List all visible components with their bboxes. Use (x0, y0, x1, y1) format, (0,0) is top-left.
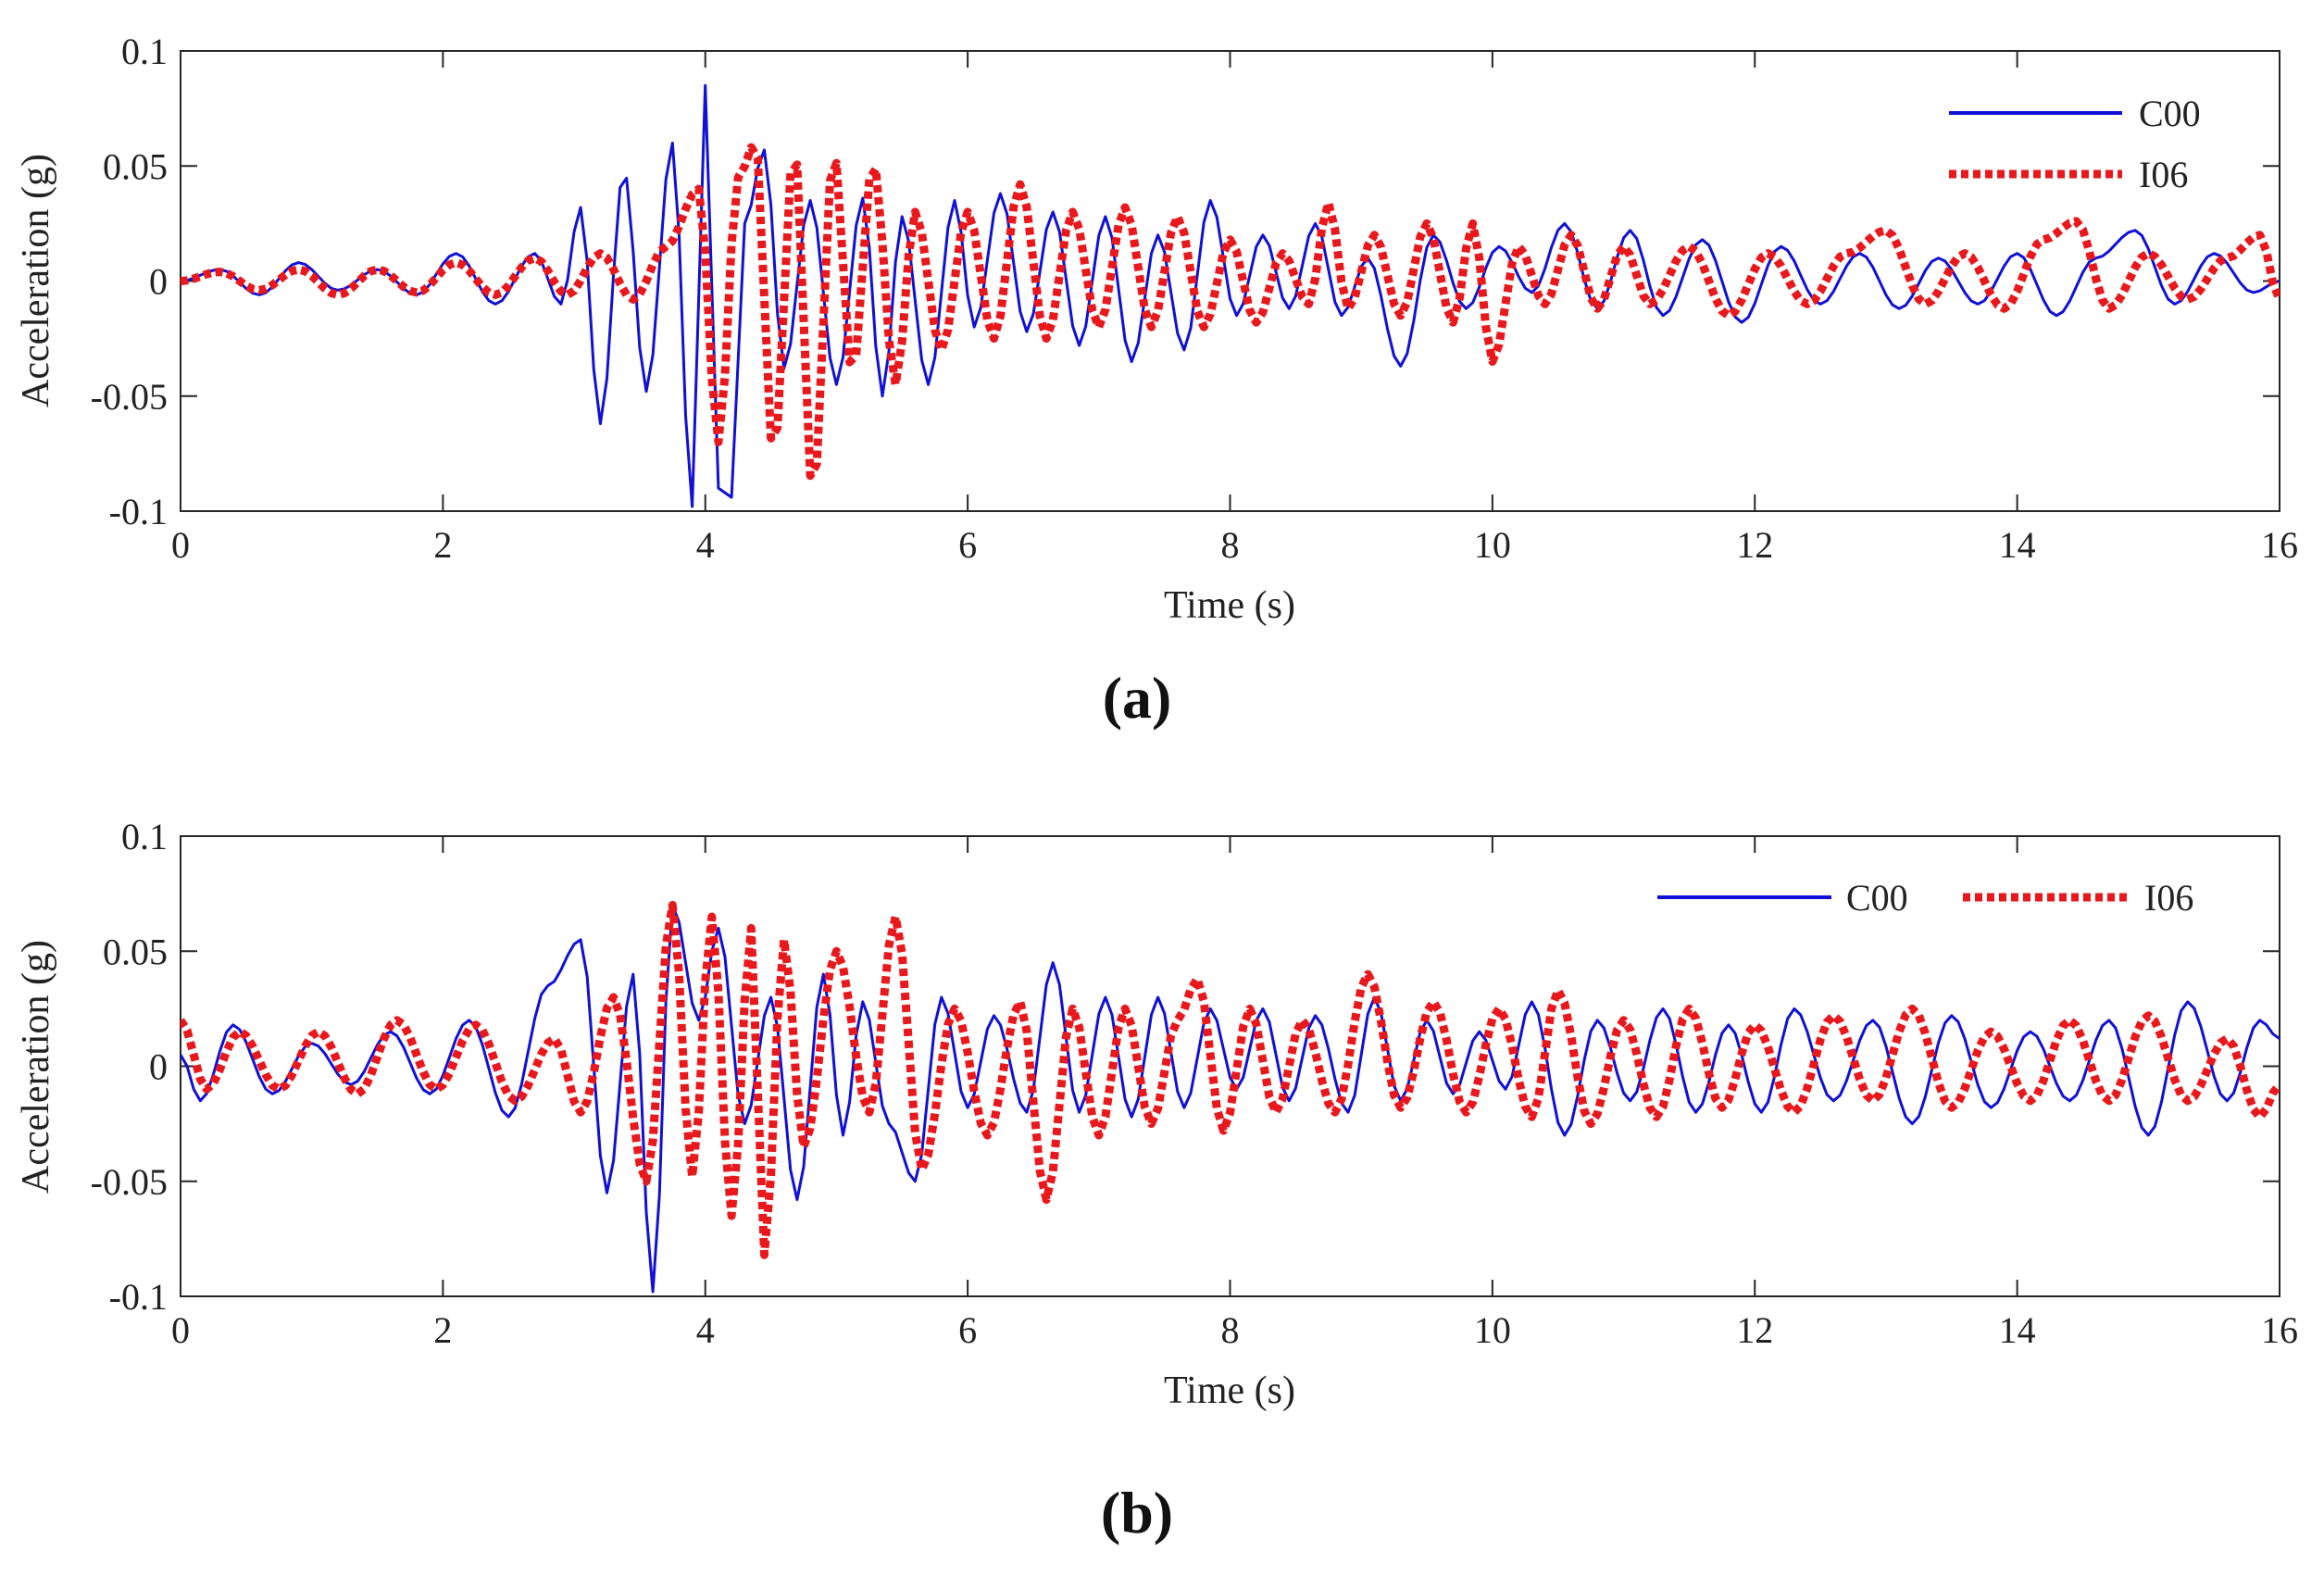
x-tick-label-b-6: 12 (1736, 1309, 1773, 1351)
x-tick-label-b-1: 2 (433, 1309, 452, 1351)
legend-label-b-c00: C00 (1846, 877, 1908, 919)
legend-b: C00 I06 (1657, 877, 2193, 919)
legend-label-a-i06: I06 (2139, 154, 2188, 195)
x-axis-title-a: Time (s) (1164, 584, 1295, 627)
legend-label-a-c00: C00 (2139, 93, 2201, 134)
x-tick-label-b-5: 10 (1474, 1309, 1511, 1351)
y-axis-title-b: Acceleration (g) (15, 940, 57, 1194)
axis-ticks-b: 0 2 4 6 8 10 12 14 16 -0.1 -0.05 0 0.05 0.1 (91, 816, 2298, 1351)
panel-label-b: (b) (1101, 1480, 1173, 1545)
x-tick-label-a-5: 10 (1474, 524, 1511, 566)
y-tick-label-a-2: 0 (149, 261, 168, 303)
y-tick-label-a-3: 0.05 (103, 145, 168, 187)
legend-a: C00 I06 (1949, 93, 2201, 195)
y-tick-label-a-1: -0.05 (91, 376, 168, 418)
series-line-b-i06 (181, 901, 2280, 1259)
y-tick-label-b-4: 0.1 (121, 816, 168, 857)
legend-label-b-i06: I06 (2144, 877, 2193, 919)
series-line-b-c00 (181, 904, 2280, 1294)
x-tick-label-a-3: 6 (958, 524, 977, 566)
x-tick-label-a-6: 12 (1736, 524, 1773, 566)
axis-ticks-a: 0 2 4 6 8 10 12 14 16 -0.1 -0.05 0 0.05 0.1 (91, 31, 2298, 566)
x-tick-label-b-7: 14 (1999, 1309, 2036, 1351)
x-tick-label-a-4: 8 (1221, 524, 1240, 566)
x-tick-label-a-7: 14 (1999, 524, 2036, 566)
plot-area-a (180, 50, 2280, 512)
series-group-a (181, 83, 2280, 508)
x-tick-label-b-3: 6 (958, 1309, 977, 1351)
y-tick-label-b-2: 0 (149, 1046, 168, 1088)
series-group-b (181, 901, 2280, 1294)
x-tick-label-a-1: 2 (433, 524, 452, 566)
x-tick-label-a-0: 0 (171, 524, 190, 566)
y-tick-label-b-1: -0.05 (91, 1161, 168, 1203)
y-tick-label-b-0: -0.1 (109, 1276, 168, 1318)
y-tick-label-a-0: -0.1 (109, 491, 168, 532)
x-axis-title-b: Time (s) (1164, 1370, 1295, 1412)
y-tick-label-b-3: 0.05 (103, 931, 168, 972)
x-tick-label-a-2: 4 (696, 524, 715, 566)
panel-label-a: (a) (1103, 665, 1172, 731)
x-tick-label-b-8: 16 (2261, 1309, 2298, 1351)
x-tick-label-b-0: 0 (171, 1309, 190, 1351)
x-tick-label-b-4: 8 (1221, 1309, 1240, 1351)
x-tick-label-b-2: 4 (696, 1309, 715, 1351)
x-tick-label-a-8: 16 (2261, 524, 2298, 566)
y-tick-label-a-4: 0.1 (121, 31, 168, 72)
series-line-a-i06 (181, 143, 2280, 481)
y-axis-title-a: Acceleration (g) (15, 154, 57, 407)
